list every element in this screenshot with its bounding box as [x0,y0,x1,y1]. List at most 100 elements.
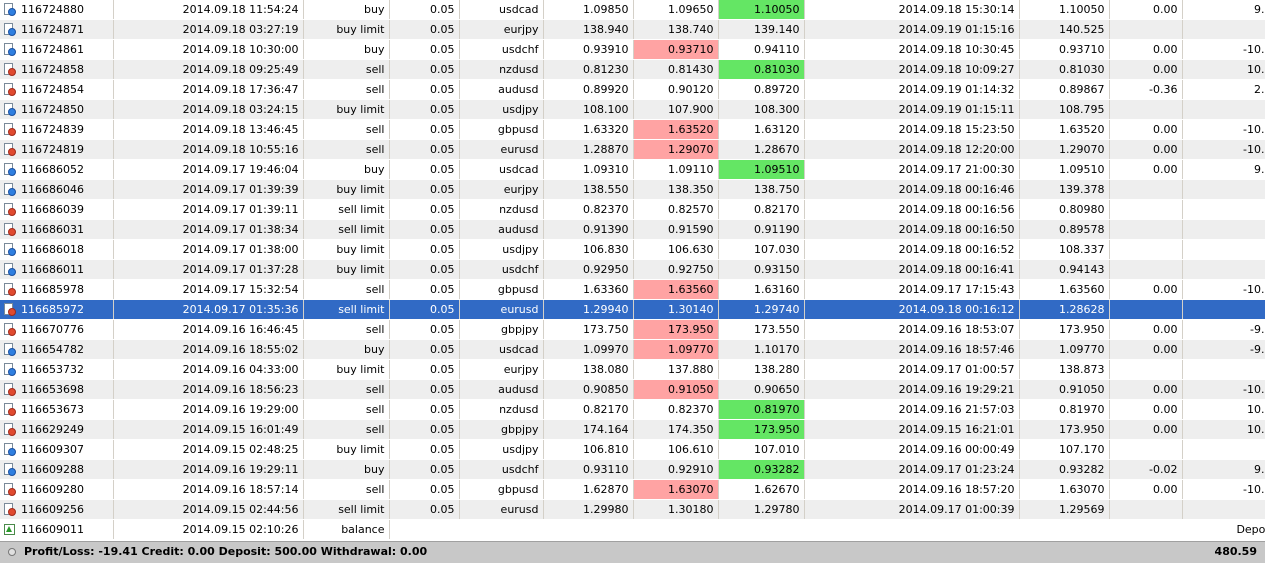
open-time-cell-text: 2014.09.16 16:46:45 [182,323,299,336]
close-price-cell-text: 0.89578 [1059,223,1105,236]
open-time-cell-text: 2014.09.18 10:30:00 [182,43,299,56]
table-row[interactable]: 116654782 2014.09.16 18:55:02 buy 0.05 usdca… [0,339,1265,360]
profit-cell-text: -10.00 [1243,123,1265,136]
profit-cell [1182,359,1265,380]
symbol-cell: nzdusd [459,199,544,220]
price-cell: 0.93910 [543,39,634,60]
open-time-cell-text: 2014.09.17 01:39:11 [182,203,299,216]
close-price-cell-text: 173.950 [1059,323,1105,336]
tp-cell: 0.81970 [718,399,805,420]
table-row[interactable]: 116724854 2014.09.18 17:36:47 sell 0.05 audu… [0,79,1265,100]
balance-row[interactable]: 116609011 2014.09.15 02:10:26 balance Depos… [0,519,1265,540]
table-row[interactable]: 116685978 2014.09.17 15:32:54 sell 0.05 gbpu… [0,279,1265,300]
table-row[interactable]: 116686039 2014.09.17 01:39:11 sell limit 0.… [0,199,1265,220]
tp-cell: 0.81030 [718,59,805,80]
sell-order-icon [4,323,16,336]
profit-cell [1182,299,1265,320]
type-cell-text: buy limit [336,363,385,376]
table-row[interactable]: 116609280 2014.09.16 18:57:14 sell 0.05 gbpu… [0,479,1265,500]
close-price-cell-text: 0.94143 [1059,263,1105,276]
close-time-cell: 2014.09.17 01:00:39 [804,499,1020,520]
symbol-cell: usdchf [459,259,544,280]
table-row[interactable]: 116724861 2014.09.18 10:30:00 buy 0.05 usdch… [0,39,1265,60]
price-cell: 1.63360 [543,279,634,300]
sl-cell-text: 1.63070 [668,483,714,496]
symbol-cell: eurusd [459,299,544,320]
table-row[interactable]: 116724819 2014.09.18 10:55:16 sell 0.05 euru… [0,139,1265,160]
tp-cell-text: 173.950 [754,423,800,436]
profit-cell: 9.09 [1182,0,1265,20]
swap-cell-text: -0.02 [1149,463,1178,476]
symbol-cell: eurjpy [459,179,544,200]
open-time-cell-text: 2014.09.16 18:57:14 [182,483,299,496]
table-row[interactable]: 116724858 2014.09.18 09:25:49 sell 0.05 nzdu… [0,59,1265,80]
profit-cell-text: 10.00 [1247,423,1265,436]
table-row[interactable]: 116653698 2014.09.16 18:56:23 sell 0.05 audu… [0,379,1265,400]
open-time-cell-text: 2014.09.17 15:32:54 [182,283,299,296]
ticket-cell-text: 116724854 [21,83,84,96]
table-row[interactable]: 116609288 2014.09.16 19:29:11 buy 0.05 usdch… [0,459,1265,480]
size-cell-text: 0.05 [430,43,455,56]
ticket-cell-text: 116670776 [21,323,84,336]
close-price-cell-text: 1.63070 [1059,483,1105,496]
table-row[interactable]: 116686052 2014.09.17 19:46:04 buy 0.05 usdca… [0,159,1265,180]
table-row[interactable]: 116686046 2014.09.17 01:39:39 buy limit 0.0… [0,179,1265,200]
table-row[interactable]: 116629249 2014.09.15 16:01:49 sell 0.05 gbpj… [0,419,1265,440]
close-time-cell-text: 2014.09.16 21:57:03 [898,403,1015,416]
table-row[interactable]: 116724839 2014.09.18 13:46:45 sell 0.05 gbpu… [0,119,1265,140]
open-time-cell: 2014.09.16 18:55:02 [113,339,304,360]
table-row[interactable]: 116724871 2014.09.18 03:27:19 buy limit 0.0… [0,19,1265,40]
profit-cell [1182,19,1265,40]
swap-cell-text: 0.00 [1153,123,1178,136]
table-row[interactable]: 116686011 2014.09.17 01:37:28 buy limit 0.0… [0,259,1265,280]
symbol-cell: gbpjpy [459,419,544,440]
size-cell: 0.05 [389,399,460,420]
table-row[interactable]: 116724880 2014.09.18 11:54:24 buy 0.05 usdca… [0,0,1265,20]
type-cell: buy [303,459,390,480]
size-cell-text: 0.05 [430,143,455,156]
table-row[interactable]: 116685972 2014.09.17 01:35:36 sell limit 0.… [0,299,1265,320]
tp-cell: 1.29780 [718,499,805,520]
profit-cell: -10.00 [1182,479,1265,500]
profit-cell [1182,99,1265,120]
swap-cell-text: 0.00 [1153,43,1178,56]
sl-cell-text: 137.880 [668,363,714,376]
close-time-cell: 2014.09.18 00:16:46 [804,179,1020,200]
open-time-cell: 2014.09.17 19:46:04 [113,159,304,180]
close-price-cell: 107.170 [1019,439,1110,460]
sl-cell-text: 1.63520 [668,123,714,136]
sl-cell: 0.93710 [633,39,719,60]
close-price-cell-text: 0.93710 [1059,43,1105,56]
close-price-cell-text: 139.378 [1059,183,1105,196]
close-time-cell: 2014.09.17 01:23:24 [804,459,1020,480]
close-price-cell-text: 1.63520 [1059,123,1105,136]
table-row[interactable]: 116686018 2014.09.17 01:38:00 buy limit 0.0… [0,239,1265,260]
tp-cell: 108.300 [718,99,805,120]
symbol-cell: usdchf [459,39,544,60]
swap-cell: 0.00 [1109,399,1183,420]
table-row[interactable]: 116609256 2014.09.15 02:44:56 sell limit 0.… [0,499,1265,520]
size-cell: 0.05 [389,179,460,200]
ticket-cell-text: 116686052 [21,163,84,176]
close-price-cell-text: 173.950 [1059,423,1105,436]
symbol-cell: usdcad [459,339,544,360]
table-row[interactable]: 116724850 2014.09.18 03:24:15 buy limit 0.0… [0,99,1265,120]
price-cell-text: 1.29980 [583,503,629,516]
table-row[interactable]: 116609307 2014.09.15 02:48:25 buy limit 0.0… [0,439,1265,460]
table-row[interactable]: 116670776 2014.09.16 16:46:45 sell 0.05 gbpj… [0,319,1265,340]
open-time-cell: 2014.09.17 15:32:54 [113,279,304,300]
open-time-cell-text: 2014.09.16 18:55:02 [182,343,299,356]
table-row[interactable]: 116653732 2014.09.16 04:33:00 buy limit 0.0… [0,359,1265,380]
table-row[interactable]: 116653673 2014.09.16 19:29:00 sell 0.05 nzdu… [0,399,1265,420]
table-row[interactable]: 116686031 2014.09.17 01:38:34 sell limit 0.… [0,219,1265,240]
swap-cell [1109,259,1183,280]
swap-cell: 0.00 [1109,159,1183,180]
size-cell: 0.05 [389,139,460,160]
tp-cell-text: 0.93282 [754,463,800,476]
price-cell: 138.940 [543,19,634,40]
sell-order-icon [4,123,16,136]
open-time-cell: 2014.09.16 04:33:00 [113,359,304,380]
swap-cell: 0.00 [1109,319,1183,340]
size-cell: 0.05 [389,299,460,320]
sl-cell: 0.91590 [633,219,719,240]
